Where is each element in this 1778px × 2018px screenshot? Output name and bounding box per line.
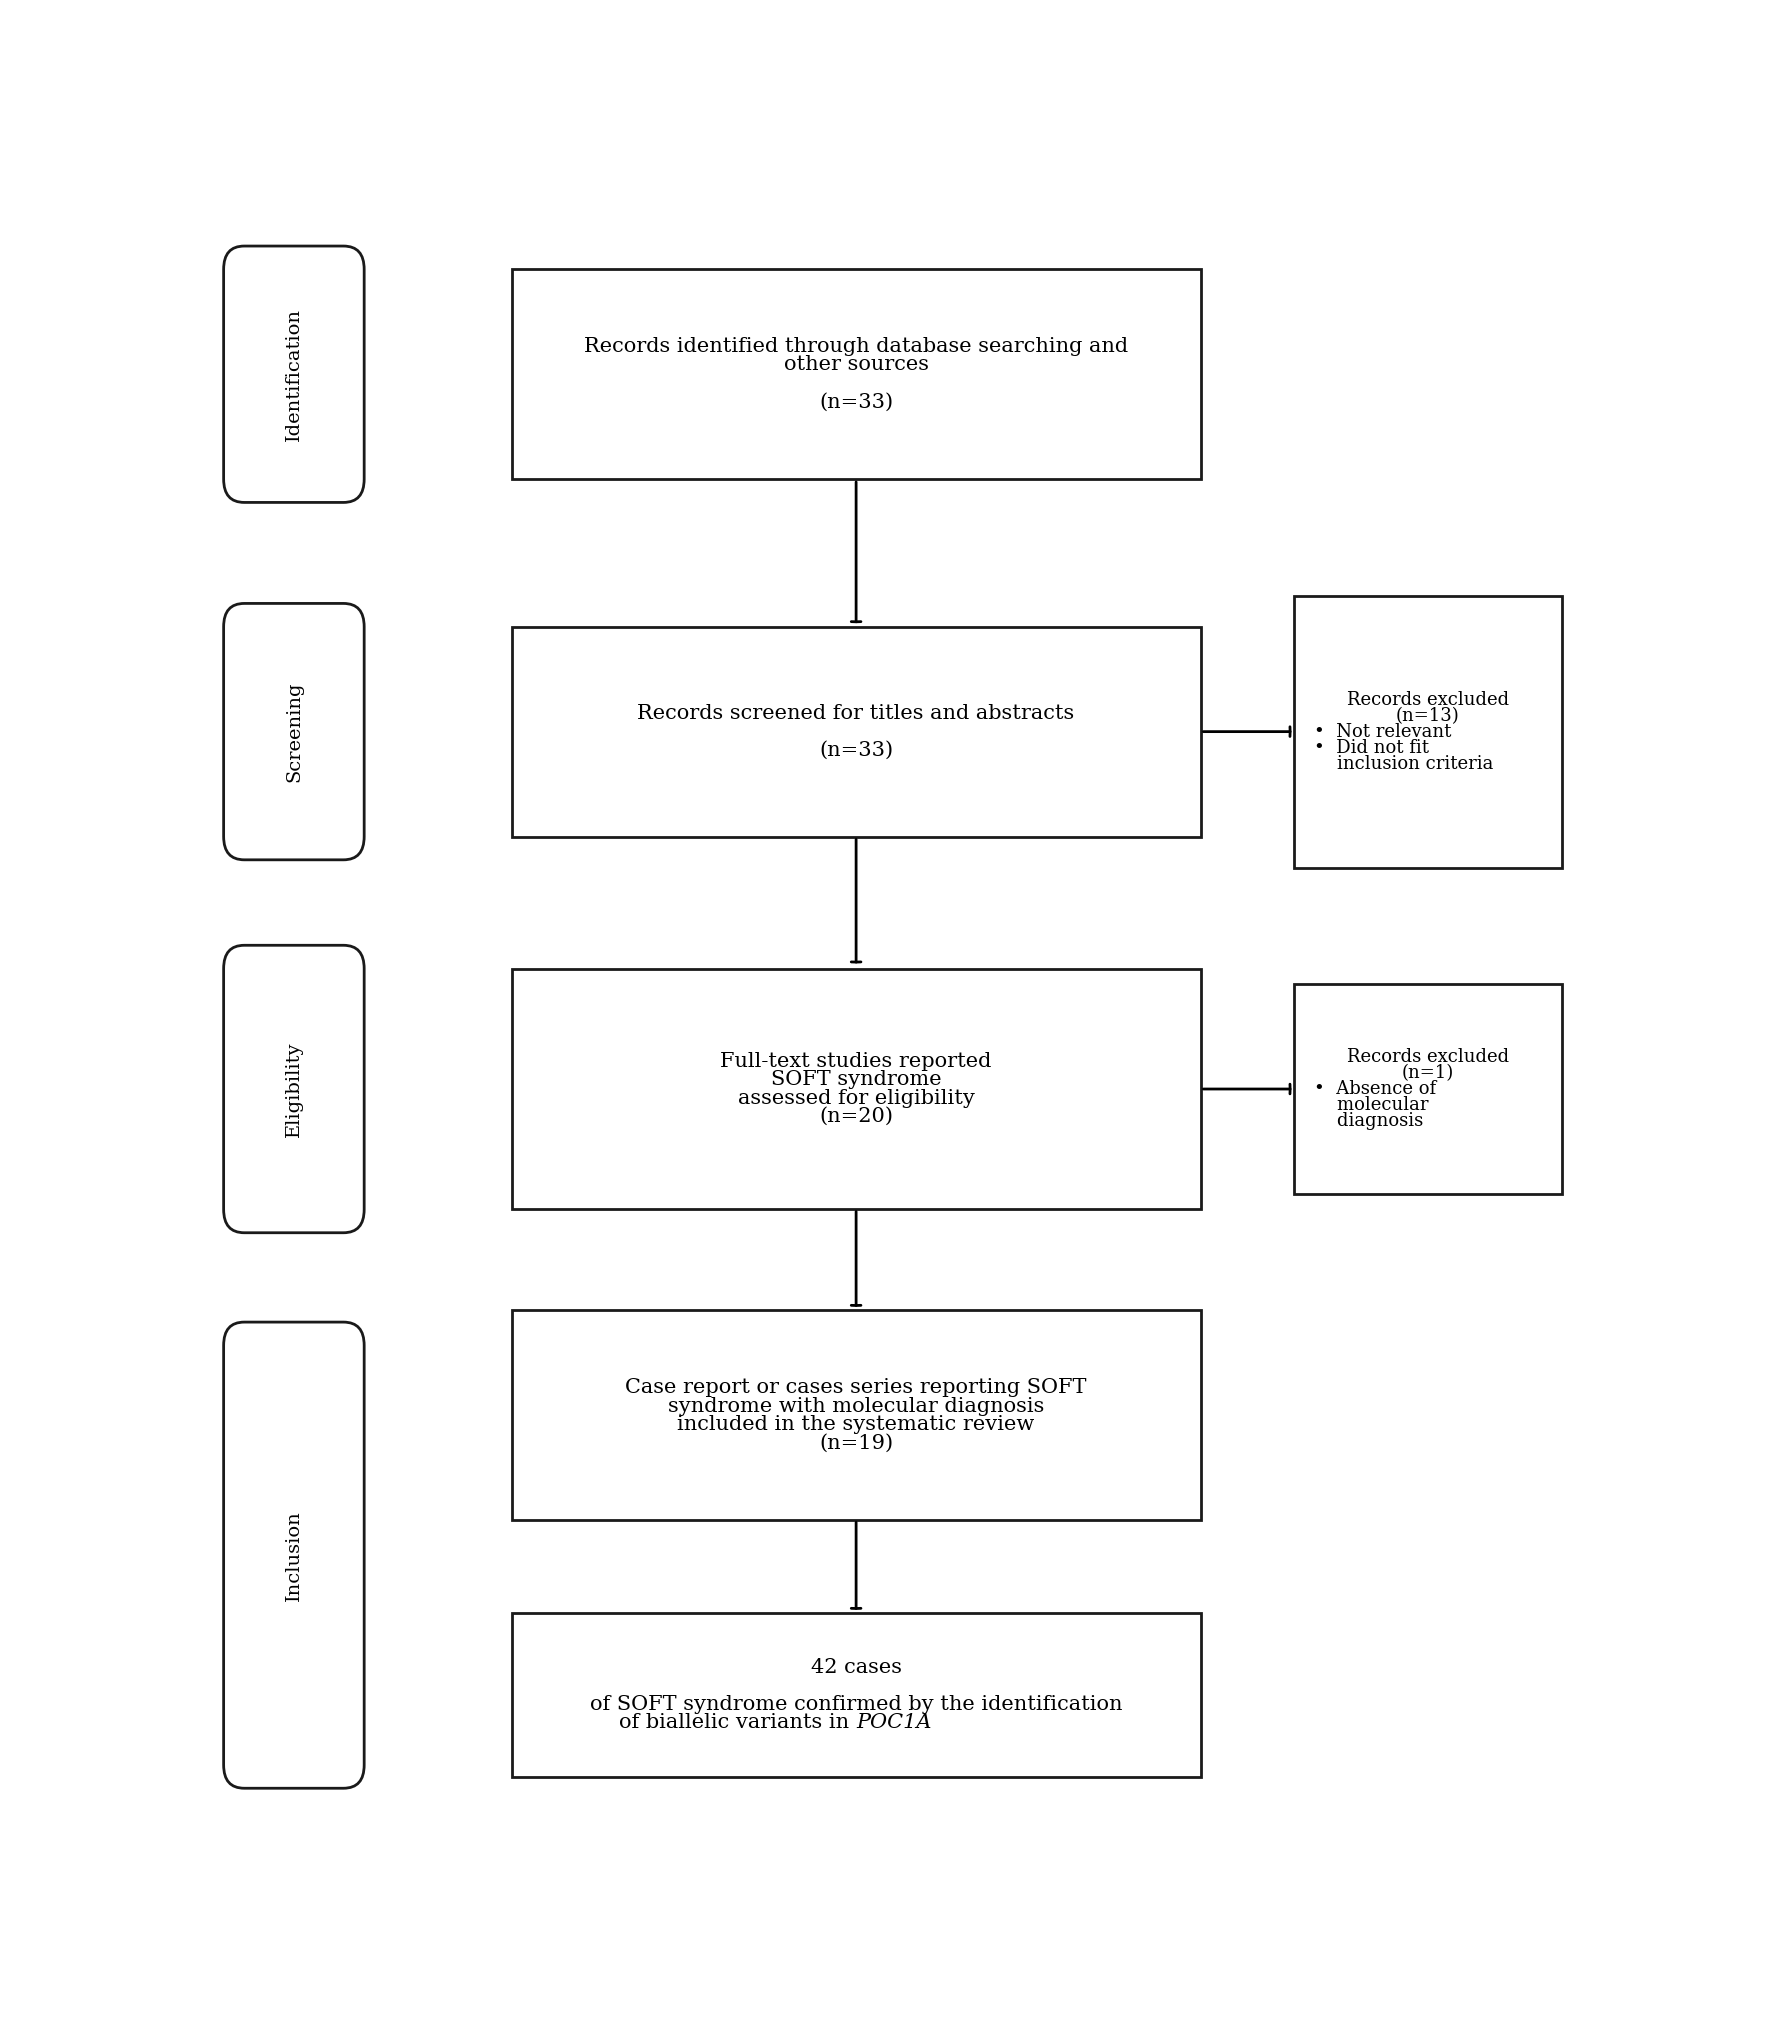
Text: 42 cases: 42 cases [811, 1659, 901, 1677]
Text: •  Did not fit: • Did not fit [1314, 739, 1430, 757]
Text: Case report or cases series reporting SOFT: Case report or cases series reporting SO… [626, 1378, 1086, 1396]
FancyBboxPatch shape [224, 1322, 364, 1788]
Text: (n=1): (n=1) [1401, 1063, 1454, 1082]
FancyBboxPatch shape [224, 603, 364, 860]
FancyBboxPatch shape [224, 246, 364, 502]
Text: Identification: Identification [284, 307, 302, 440]
FancyBboxPatch shape [512, 1614, 1200, 1776]
Text: Records screened for titles and abstracts: Records screened for titles and abstract… [638, 704, 1074, 722]
Text: Eligibility: Eligibility [284, 1041, 302, 1136]
Text: syndrome with molecular diagnosis: syndrome with molecular diagnosis [669, 1396, 1044, 1415]
Text: (n=20): (n=20) [820, 1108, 893, 1126]
Text: POC1A: POC1A [857, 1713, 932, 1731]
Text: Full-text studies reported: Full-text studies reported [720, 1051, 992, 1072]
Text: (n=33): (n=33) [820, 391, 893, 412]
FancyBboxPatch shape [224, 944, 364, 1233]
FancyBboxPatch shape [512, 628, 1200, 837]
Text: (n=13): (n=13) [1396, 706, 1460, 724]
FancyBboxPatch shape [1294, 595, 1563, 868]
Text: Screening: Screening [284, 682, 302, 781]
Text: (n=19): (n=19) [820, 1433, 893, 1453]
FancyBboxPatch shape [512, 268, 1200, 478]
FancyBboxPatch shape [1294, 985, 1563, 1195]
Text: inclusion criteria: inclusion criteria [1314, 755, 1494, 773]
Text: molecular: molecular [1314, 1096, 1430, 1114]
Text: included in the systematic review: included in the systematic review [677, 1415, 1035, 1435]
Text: other sources: other sources [784, 355, 928, 375]
FancyBboxPatch shape [512, 969, 1200, 1209]
Text: •  Absence of: • Absence of [1314, 1080, 1437, 1098]
Text: SOFT syndrome: SOFT syndrome [772, 1070, 941, 1090]
Text: Inclusion: Inclusion [284, 1509, 302, 1600]
Text: Records excluded: Records excluded [1348, 690, 1510, 708]
Text: Records excluded: Records excluded [1348, 1047, 1510, 1066]
Text: (n=33): (n=33) [820, 741, 893, 759]
Text: •  Not relevant: • Not relevant [1314, 722, 1451, 741]
Text: assessed for eligibility: assessed for eligibility [738, 1090, 974, 1108]
Text: Records identified through database searching and: Records identified through database sear… [583, 337, 1129, 355]
Text: diagnosis: diagnosis [1314, 1112, 1424, 1130]
FancyBboxPatch shape [512, 1310, 1200, 1520]
Text: of biallelic variants in: of biallelic variants in [619, 1713, 857, 1731]
Text: of SOFT syndrome confirmed by the identification: of SOFT syndrome confirmed by the identi… [590, 1695, 1122, 1713]
